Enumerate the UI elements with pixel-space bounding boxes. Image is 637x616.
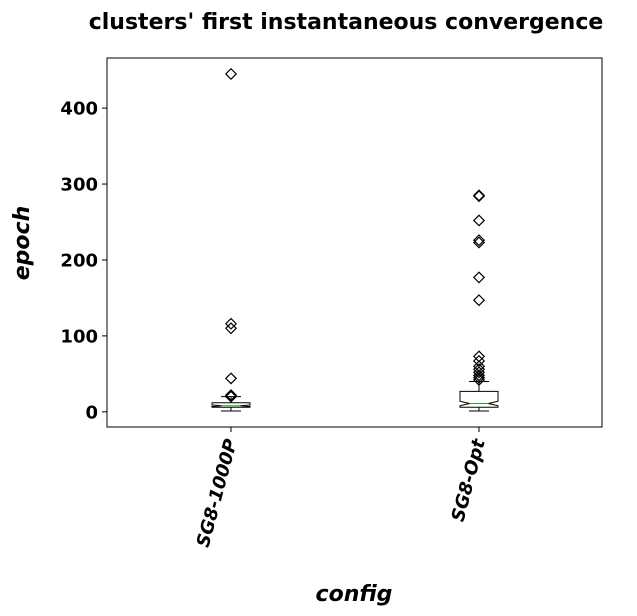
y-tick-label: 400	[60, 99, 98, 120]
y-axis-label: epoch	[10, 206, 35, 281]
plot-area: 0 100 200 300 400 SG8-1000P SG8-Opt	[60, 57, 603, 550]
y-tick-label: 200	[60, 250, 98, 271]
outlier-point	[472, 190, 486, 203]
box-body	[459, 390, 499, 408]
outlier-point	[224, 372, 238, 385]
plot-frame	[106, 57, 603, 428]
outlier-point	[224, 390, 238, 403]
y-tick-label: 300	[60, 175, 98, 196]
outlier-point	[472, 294, 486, 307]
outlier-point	[472, 354, 486, 367]
outlier-point	[472, 369, 486, 382]
outlier-point	[224, 317, 238, 330]
box-body	[211, 402, 251, 408]
outlier-point	[472, 234, 486, 247]
outlier-point	[472, 371, 486, 384]
outlier-point	[472, 236, 486, 249]
x-tick-label: SG8-Opt	[448, 436, 491, 524]
x-axis-label: config	[316, 582, 393, 607]
chart-title: clusters' first instantaneous convergenc…	[89, 10, 604, 35]
x-tick-label: SG8-1000P	[193, 437, 242, 550]
outlier-point	[472, 214, 486, 227]
outlier-point	[472, 271, 486, 284]
y-tick-label: 0	[85, 402, 98, 423]
outlier-point	[224, 322, 238, 335]
outlier-point	[472, 366, 486, 379]
outlier-point	[472, 360, 486, 373]
y-tick-label: 100	[60, 326, 98, 347]
outlier-point	[224, 67, 238, 80]
outlier-point	[472, 373, 486, 386]
